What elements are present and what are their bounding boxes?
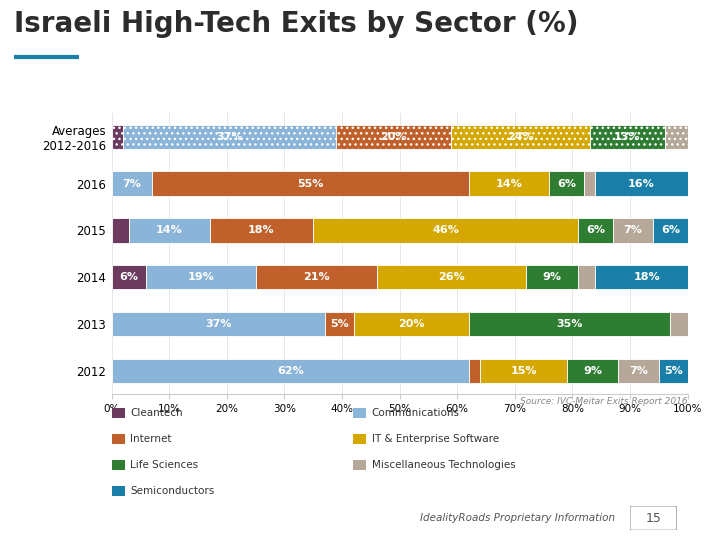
Bar — [567, 359, 618, 383]
Bar — [469, 171, 549, 196]
Text: 6%: 6% — [557, 179, 576, 188]
Bar — [112, 312, 325, 336]
Text: Communications: Communications — [372, 408, 459, 418]
Text: 18%: 18% — [248, 225, 274, 235]
Text: IdealityRoads Proprietary Information: IdealityRoads Proprietary Information — [420, 514, 616, 523]
Bar — [549, 171, 584, 196]
Text: 18%: 18% — [634, 272, 660, 282]
Text: 24%: 24% — [507, 132, 534, 142]
Bar — [653, 218, 688, 242]
Bar — [613, 218, 653, 242]
Bar — [584, 171, 595, 196]
Text: 13%: 13% — [614, 132, 640, 142]
Text: 20%: 20% — [381, 132, 407, 142]
Bar — [469, 359, 480, 383]
Bar — [469, 312, 670, 336]
Text: Miscellaneous Technologies: Miscellaneous Technologies — [372, 460, 516, 470]
Text: 37%: 37% — [205, 319, 231, 329]
Text: IT & Enterprise Software: IT & Enterprise Software — [372, 434, 499, 444]
Text: Semiconductors: Semiconductors — [130, 486, 215, 496]
Text: 7%: 7% — [122, 179, 141, 188]
Text: 35%: 35% — [557, 319, 582, 329]
Bar — [659, 359, 688, 383]
Bar — [325, 312, 354, 336]
Text: 37%: 37% — [217, 132, 243, 142]
Bar — [112, 171, 152, 196]
Bar — [313, 218, 578, 242]
Bar — [688, 125, 720, 149]
Bar — [123, 125, 336, 149]
Text: 6%: 6% — [586, 225, 605, 235]
Text: Internet: Internet — [130, 434, 172, 444]
Bar — [112, 359, 469, 383]
Bar — [590, 125, 665, 149]
Bar — [112, 265, 146, 289]
Text: 7%: 7% — [629, 366, 648, 376]
Text: 5%: 5% — [330, 319, 348, 329]
Text: 55%: 55% — [297, 179, 323, 188]
Bar — [578, 265, 595, 289]
Bar — [618, 359, 659, 383]
Text: 46%: 46% — [432, 225, 459, 235]
FancyBboxPatch shape — [630, 506, 677, 530]
Text: 62%: 62% — [276, 366, 304, 376]
Text: 14%: 14% — [156, 225, 183, 235]
Bar — [665, 125, 688, 149]
Bar — [688, 312, 716, 336]
Bar — [336, 125, 451, 149]
Text: 7%: 7% — [624, 225, 642, 235]
Text: 15%: 15% — [510, 366, 536, 376]
Bar — [451, 125, 590, 149]
Bar — [354, 312, 469, 336]
Text: 19%: 19% — [187, 272, 215, 282]
Text: Cleantech: Cleantech — [130, 408, 183, 418]
Bar — [210, 218, 313, 242]
Text: Source: IVC-Meitar Exits Report 2016: Source: IVC-Meitar Exits Report 2016 — [520, 397, 688, 406]
Text: Life Sciences: Life Sciences — [130, 460, 199, 470]
Bar — [152, 171, 469, 196]
Text: Israeli High-Tech Exits by Sector (%): Israeli High-Tech Exits by Sector (%) — [14, 10, 579, 38]
Text: 10%: 10% — [703, 132, 720, 142]
Bar — [595, 171, 688, 196]
Bar — [112, 218, 129, 242]
Bar — [377, 265, 526, 289]
Bar — [256, 265, 377, 289]
Text: 5%: 5% — [693, 319, 711, 329]
Text: 5%: 5% — [664, 366, 683, 376]
Text: 16%: 16% — [628, 179, 655, 188]
Text: 26%: 26% — [438, 272, 465, 282]
Text: 21%: 21% — [303, 272, 329, 282]
Bar — [526, 265, 578, 289]
Text: 14%: 14% — [495, 179, 523, 188]
Text: 6%: 6% — [661, 225, 680, 235]
Text: 6%: 6% — [120, 272, 138, 282]
Bar — [595, 265, 699, 289]
Bar — [146, 265, 256, 289]
Bar — [578, 218, 613, 242]
Bar — [129, 218, 210, 242]
Text: 15: 15 — [645, 511, 662, 525]
Bar — [112, 125, 123, 149]
Text: 9%: 9% — [543, 272, 562, 282]
Text: 20%: 20% — [398, 319, 424, 329]
Text: 9%: 9% — [583, 366, 602, 376]
Bar — [480, 359, 567, 383]
Bar — [670, 312, 688, 336]
